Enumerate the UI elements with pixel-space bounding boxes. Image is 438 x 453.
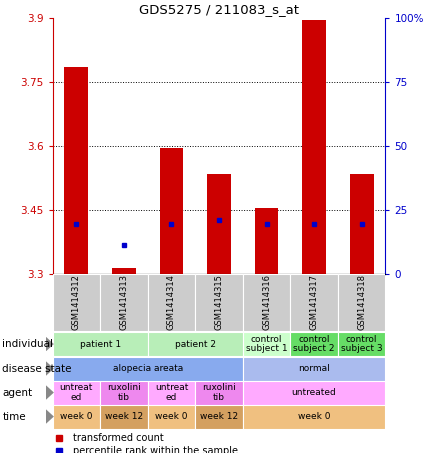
Bar [100,405,148,429]
Bar [243,381,385,405]
Bar [159,148,184,274]
Bar [53,357,243,381]
Bar [148,381,195,405]
Bar [290,332,338,356]
Bar [195,381,243,405]
Text: week 0: week 0 [60,412,92,421]
Text: ruxolini
tib: ruxolini tib [107,383,141,402]
Text: week 12: week 12 [105,412,143,421]
Bar [100,274,148,331]
Text: week 0: week 0 [298,412,330,421]
Bar [148,405,195,429]
Polygon shape [46,361,54,376]
Text: untreated: untreated [292,388,336,397]
Text: time: time [2,411,26,422]
Text: alopecia areata: alopecia areata [113,364,183,373]
Text: untreat
ed: untreat ed [60,383,93,402]
Bar [350,174,374,274]
Text: GSM1414316: GSM1414316 [262,275,271,330]
Text: GSM1414313: GSM1414313 [120,275,128,330]
Bar [302,20,326,274]
Text: normal: normal [298,364,330,373]
Bar [243,274,290,331]
Polygon shape [46,410,54,424]
Title: GDS5275 / 211083_s_at: GDS5275 / 211083_s_at [139,3,299,15]
Text: agent: agent [2,387,32,398]
Text: GSM1414317: GSM1414317 [310,275,318,330]
Polygon shape [46,337,54,351]
Text: control
subject 3: control subject 3 [341,335,382,353]
Text: GSM1414314: GSM1414314 [167,275,176,330]
Bar [53,274,100,331]
Text: transformed count: transformed count [73,433,163,443]
Text: week 12: week 12 [200,412,238,421]
Text: individual: individual [2,339,53,349]
Text: GSM1414315: GSM1414315 [215,275,223,330]
Bar [53,405,100,429]
Bar [64,67,88,274]
Text: percentile rank within the sample: percentile rank within the sample [73,446,237,453]
Bar [338,332,385,356]
Bar [243,405,385,429]
Text: control
subject 1: control subject 1 [246,335,287,353]
Text: control
subject 2: control subject 2 [293,335,335,353]
Bar [53,332,148,356]
Bar [290,274,338,331]
Text: disease state: disease state [2,363,72,374]
Bar [243,332,290,356]
Text: untreat
ed: untreat ed [155,383,188,402]
Text: patient 2: patient 2 [175,340,216,348]
Bar [148,274,195,331]
Bar [243,357,385,381]
Bar [195,274,243,331]
Text: GSM1414312: GSM1414312 [72,275,81,330]
Text: week 0: week 0 [155,412,188,421]
Bar [207,174,231,274]
Text: patient 1: patient 1 [80,340,121,348]
Bar [148,332,243,356]
Text: GSM1414318: GSM1414318 [357,275,366,330]
Bar [100,381,148,405]
Bar [195,405,243,429]
Text: ruxolini
tib: ruxolini tib [202,383,236,402]
Bar [112,268,136,274]
Polygon shape [46,386,54,400]
Bar [338,274,385,331]
Bar [53,381,100,405]
Bar [254,208,279,274]
